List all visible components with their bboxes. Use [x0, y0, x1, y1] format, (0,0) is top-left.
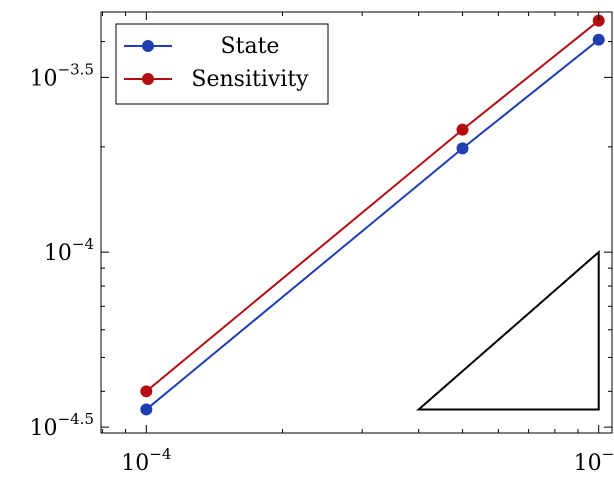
slope-triangle-group — [416, 249, 600, 411]
legend-label-sensitivity: Sensitivity — [191, 67, 309, 92]
y-tick-base: 10 — [30, 416, 58, 441]
series-group — [140, 14, 605, 416]
x-tick-label: 10−3 — [574, 445, 614, 476]
y-tick-label: 10−3.5 — [30, 60, 94, 91]
x-tick-exponent: −4 — [149, 445, 171, 463]
x-tick-base: 10 — [121, 451, 149, 476]
y-tick-exponent: −4 — [72, 235, 94, 253]
y-tick-base: 10 — [30, 66, 58, 91]
plot-frame — [100, 11, 613, 434]
y-tick-base: 10 — [44, 241, 72, 266]
data-point-sensitivity — [592, 14, 605, 27]
y-tick-exponent: −3.5 — [58, 60, 94, 78]
data-point-sensitivity — [456, 123, 469, 136]
legend-box — [115, 23, 329, 105]
axis-ticks — [101, 12, 612, 433]
slope-triangle — [416, 249, 600, 411]
legend-marker-state — [142, 40, 154, 52]
x-tick-base: 10 — [574, 451, 602, 476]
x-tick-exponent: −3 — [602, 445, 614, 463]
data-point-sensitivity — [140, 385, 153, 398]
y-tick-exponent: −4.5 — [58, 410, 94, 428]
data-point-state — [140, 403, 153, 416]
axis-tick-labels: 10−410−310−4.510−410−3.5 — [30, 60, 614, 476]
y-tick-label: 10−4 — [44, 235, 94, 266]
y-tick-label: 10−4.5 — [30, 410, 94, 441]
data-point-state — [592, 33, 605, 46]
data-point-state — [456, 142, 469, 155]
legend: State Sensitivity — [115, 23, 329, 105]
legend-label-state: State — [221, 34, 280, 59]
legend-marker-sensitivity — [142, 73, 154, 85]
x-tick-label: 10−4 — [121, 445, 171, 476]
